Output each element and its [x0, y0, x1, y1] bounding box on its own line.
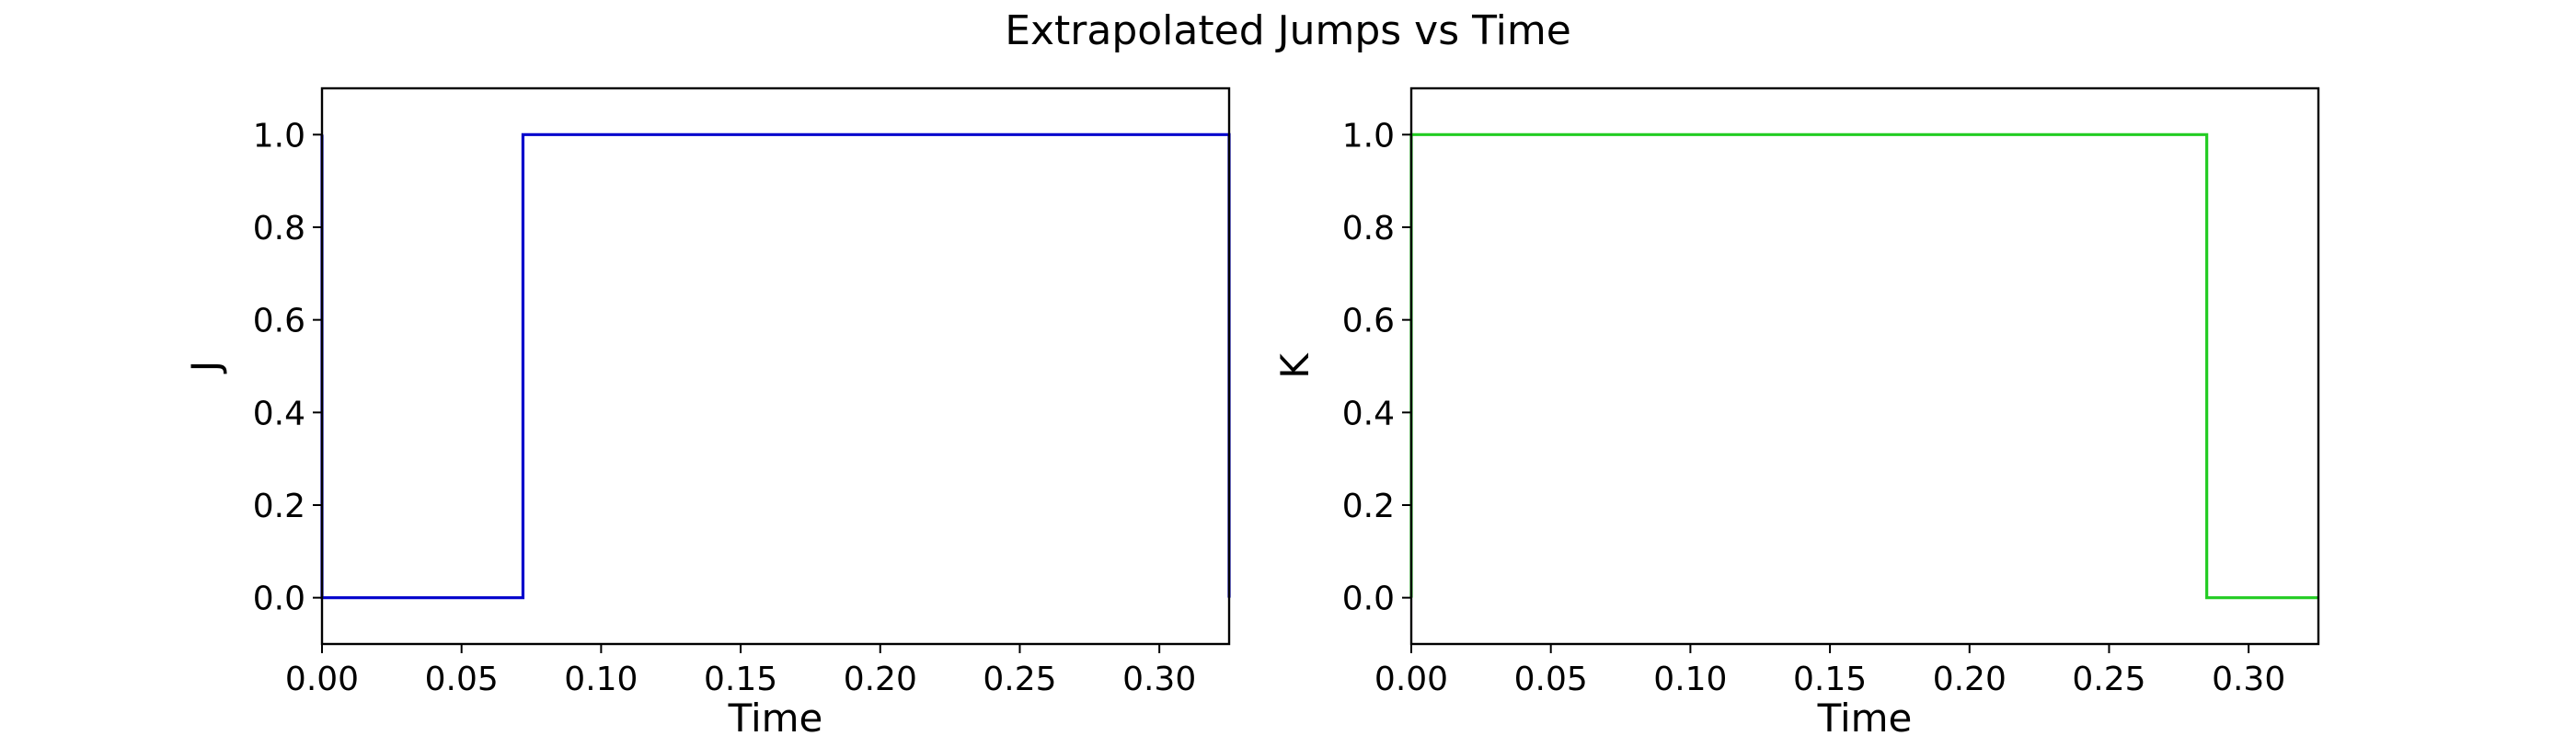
x-tick-label-k-6: 0.30 — [2212, 661, 2285, 698]
figure-title: Extrapolated Jumps vs Time — [1005, 7, 1571, 54]
y-tick-label-k-0: 0.0 — [1342, 581, 1395, 618]
x-tick-label-j-1: 0.05 — [425, 661, 499, 698]
x-tick-label-j-2: 0.10 — [564, 661, 638, 698]
series-line-k-0 — [1409, 132, 2318, 600]
x-tick-label-k-5: 0.25 — [2072, 661, 2145, 698]
x-tick-label-j-3: 0.15 — [704, 661, 777, 698]
x-tick-label-k-3: 0.15 — [1793, 661, 1867, 698]
plot-frame-k — [1409, 86, 2320, 646]
x-tick-label-j-4: 0.20 — [844, 661, 917, 698]
y-tick-label-j-2: 0.4 — [253, 395, 305, 432]
y-tick-label-j-5: 1.0 — [253, 117, 305, 155]
chart-panel-j: 0.00 0.05 0.10 0.15 0.20 0.25 0.30 0.0 0.2 0.4 0.6… — [183, 86, 1231, 736]
x-tick-label-k-1: 0.05 — [1514, 661, 1588, 698]
x-tick-label-k-0: 0.00 — [1374, 661, 1448, 698]
x-tick-label-j-5: 0.25 — [983, 661, 1056, 698]
x-tick-label-j-0: 0.00 — [285, 661, 359, 698]
y-tick-label-j-1: 0.2 — [253, 488, 305, 525]
y-tick-label-j-4: 0.8 — [253, 210, 305, 247]
x-axis-label-j: Time — [728, 696, 823, 736]
y-tick-label-k-4: 0.8 — [1342, 210, 1395, 247]
y-axis-label-k: K — [1272, 352, 1317, 379]
y-tick-label-j-0: 0.0 — [253, 581, 305, 618]
y-tick-label-k-5: 1.0 — [1342, 117, 1395, 155]
x-tick-label-k-2: 0.10 — [1653, 661, 1727, 698]
x-tick-label-j-6: 0.30 — [1122, 661, 1196, 698]
x-axis-label-k: Time — [1817, 696, 1913, 736]
chart-panel-k: 0.00 0.05 0.10 0.15 0.20 0.25 0.30 0.0 0.2 0.4 0.6… — [1272, 86, 2320, 736]
plot-frame-j — [320, 86, 1231, 646]
y-tick-label-k-1: 0.2 — [1342, 488, 1395, 525]
y-axis-label-j: J — [183, 361, 228, 374]
y-tick-label-k-2: 0.4 — [1342, 395, 1395, 432]
series-line-j-0 — [320, 132, 1231, 600]
x-tick-label-k-4: 0.20 — [1933, 661, 2007, 698]
y-tick-label-j-3: 0.6 — [253, 303, 305, 340]
y-tick-label-k-3: 0.6 — [1342, 303, 1395, 340]
